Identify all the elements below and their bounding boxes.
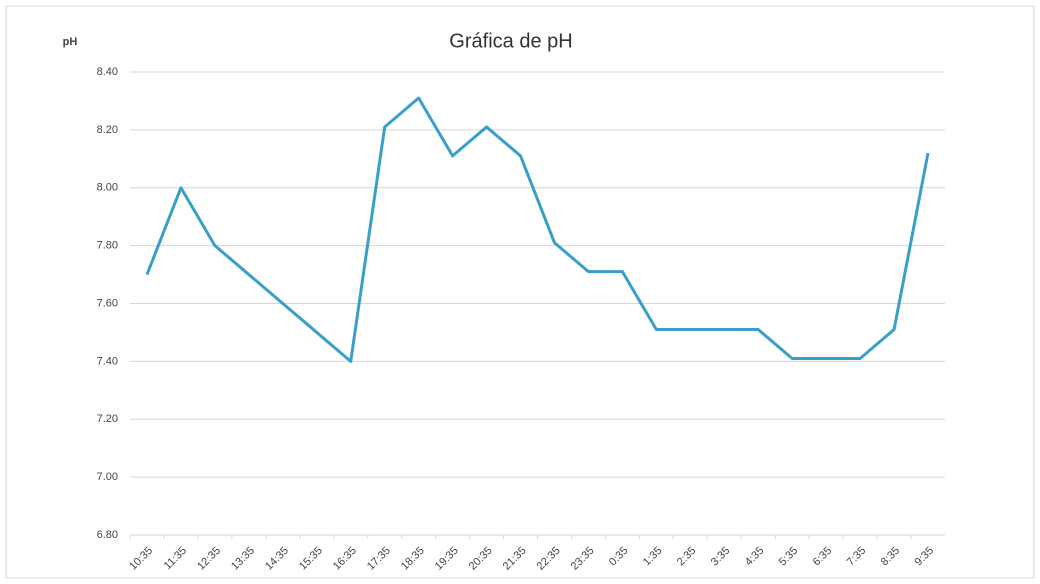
y-axis-label: pH xyxy=(63,36,78,48)
y-tick-label: 8.40 xyxy=(97,66,118,78)
y-tick-label: 7.20 xyxy=(97,413,118,425)
chart-title: Gráfica de pH xyxy=(449,30,572,52)
y-tick-label: 6.80 xyxy=(97,529,118,541)
line-series xyxy=(145,96,930,363)
chart-frame xyxy=(5,5,1035,579)
y-tick-label: 7.60 xyxy=(97,297,118,309)
y-tick-label: 8.20 xyxy=(97,124,118,136)
y-tick-label: 8.00 xyxy=(97,182,118,194)
y-tick-label: 7.80 xyxy=(97,240,118,252)
y-tick-label: 7.40 xyxy=(97,355,118,367)
y-tick-label: 7.00 xyxy=(97,471,118,483)
